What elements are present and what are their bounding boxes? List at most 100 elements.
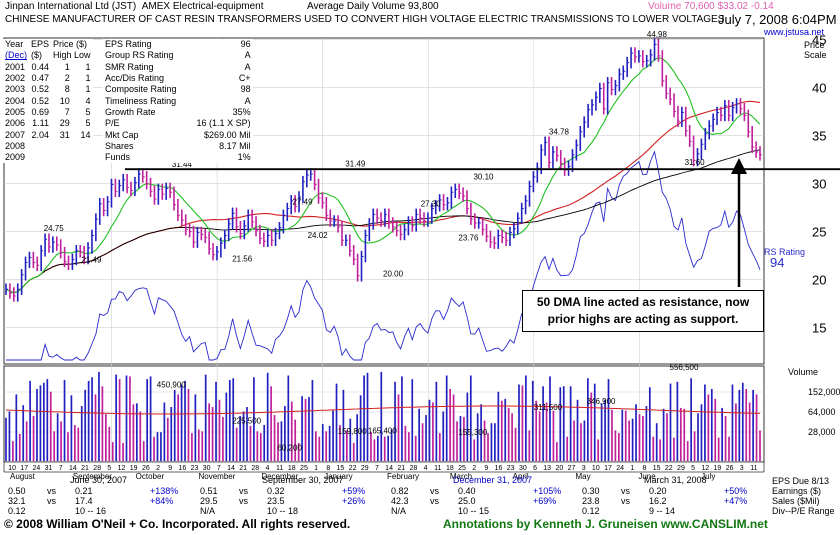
quarter-title: December 31, 2007	[453, 475, 533, 485]
quarter-cell: 42.3	[391, 496, 409, 506]
volume-bars	[5, 371, 761, 461]
year-cell: 2007	[5, 129, 26, 140]
month-label: December	[261, 472, 298, 481]
month-label: October	[136, 472, 165, 481]
industry: Electrical-equipment	[172, 1, 264, 12]
price-tick-label: 30	[812, 177, 826, 192]
rating-value: $269.00 Mil	[204, 129, 251, 140]
volume-quote: Volume 70,600	[648, 1, 715, 12]
col-year: Year	[5, 39, 24, 50]
day-tick-label: 6	[533, 465, 537, 472]
day-tick-label: 19	[714, 465, 722, 472]
price-axis-labels: 15 20 25 30 35 40 45	[812, 33, 826, 336]
price-low-cell: 5	[85, 118, 91, 129]
exchange: AMEX	[141, 1, 171, 12]
company-line: Jinpan International Ltd (JST) AMEX Elec…	[5, 1, 264, 12]
day-tick-label: 11	[276, 465, 283, 472]
quarter-cell: 10 -- 15	[458, 506, 490, 516]
rating-value: A	[244, 61, 251, 72]
month-label: January	[324, 472, 352, 481]
day-tick-label: 5	[107, 465, 111, 472]
rating-value: A	[244, 95, 251, 106]
quarter-cell: 0.30	[582, 486, 600, 496]
rating-row: Shares 8.17 Mil	[103, 141, 253, 152]
quarter-cell: +26%	[342, 496, 366, 506]
month-label: May	[576, 472, 591, 481]
quarter-cell: +105%	[533, 486, 562, 496]
rating-row: EPS Rating 96	[103, 39, 253, 50]
price-callout: 21.56	[232, 255, 253, 264]
quarter-cell: +69%	[533, 496, 557, 506]
day-tick-label: 12	[118, 465, 126, 472]
annotations-credit[interactable]: Annotations by Kenneth J. Gruneisen www.…	[443, 517, 768, 531]
rating-label: SMR Rating	[105, 61, 154, 72]
day-tick-label: 26	[726, 465, 734, 472]
price-low-cell: 5	[85, 106, 91, 117]
price-callout: 31.60	[685, 158, 706, 167]
price-callout: 27.49	[293, 198, 314, 207]
company-website[interactable]: www.jstusa.net	[764, 27, 825, 37]
year-cell: 2002	[5, 73, 26, 84]
day-tick-label: 9	[484, 465, 488, 472]
quarter-cell: 0.20	[649, 486, 667, 496]
day-tick-label: 20	[555, 465, 563, 472]
rating-row: P/E 16 (1.1 X SP)	[103, 118, 253, 129]
company-description: CHINESE MANUFACTURER OF CAST RESIN TRANS…	[5, 14, 725, 25]
day-tick-label: 11	[750, 465, 757, 472]
volume-axis-labels: 152,000 64,000 28,000	[808, 387, 840, 437]
rating-row: SMR Rating A	[103, 62, 253, 73]
quote-line: Volume 70,600 $33.02 -0.14	[648, 1, 774, 12]
year-cell: 2006	[5, 118, 26, 129]
month-label: July	[701, 472, 715, 481]
price-high-cell: 10	[59, 95, 70, 106]
volume-callout: 60,200	[277, 443, 302, 452]
fundamentals-subheader: (Dec) ($) High Low	[3, 50, 93, 61]
rs-path	[6, 150, 761, 361]
day-tick-label: 3	[740, 465, 744, 472]
day-tick-label: 19	[130, 465, 138, 472]
day-tick-label: 3	[582, 465, 586, 472]
day-tick-label: 7	[375, 465, 379, 472]
rating-label: Timeliness Rating	[105, 95, 177, 106]
day-tick-label: 8	[643, 465, 647, 472]
year-cell: 2004	[5, 95, 26, 106]
rs-rating-label: RS Rating	[764, 247, 806, 257]
quarter-cell: +50%	[724, 486, 748, 496]
volume-average-path	[5, 405, 761, 415]
quarter-cell: 32.1	[8, 496, 26, 506]
price-high-cell: 7	[64, 106, 70, 117]
price-high-cell: 1	[64, 61, 70, 72]
price-low-cell	[72, 141, 93, 152]
price-high-cell: 31	[59, 129, 70, 140]
volume-callout: 346,900	[587, 397, 616, 406]
day-tick-label: 25	[300, 465, 308, 472]
rating-value: A	[244, 50, 251, 61]
ma200-line	[5, 100, 761, 294]
rating-value: 98	[240, 84, 251, 95]
price-callout: 24.75	[44, 224, 65, 233]
day-tick-label: 27	[568, 465, 576, 472]
day-tick-label: 8	[326, 465, 330, 472]
quarter-cell: N/A	[391, 506, 407, 516]
fundamentals-row: 2001 0.44 1 1	[3, 62, 93, 73]
day-tick-label: 30	[519, 465, 527, 472]
col-year-sub: (Dec)	[5, 50, 27, 61]
price-high-cell	[51, 152, 72, 163]
fundamentals-row: 2009	[3, 152, 93, 163]
eps-cell	[29, 152, 51, 163]
chart-date: July 7, 2008 6:04PM	[718, 12, 837, 27]
day-tick-label: 21	[397, 465, 405, 472]
quarter-cell: +47%	[724, 496, 748, 506]
ratings-table: EPS Rating 96 Group RS Rating A SMR Rating A A…	[103, 39, 253, 164]
quarter-title: March 31, 2008	[644, 475, 707, 485]
quarter-cell: 0.12	[582, 506, 600, 516]
price-tick-label: 20	[812, 273, 826, 288]
annotation-box: 50 DMA line acted as resistance, now pri…	[522, 290, 764, 332]
volume-callout: 311,500	[534, 403, 563, 412]
quarter-title: June 30, 2007	[70, 475, 128, 485]
price-tick-label: 40	[812, 81, 826, 96]
rating-value: 35%	[232, 106, 251, 117]
price-low-cell: 4	[85, 95, 91, 106]
price-callout: 31.49	[345, 159, 366, 168]
rating-row: Funds 1%	[103, 152, 253, 163]
